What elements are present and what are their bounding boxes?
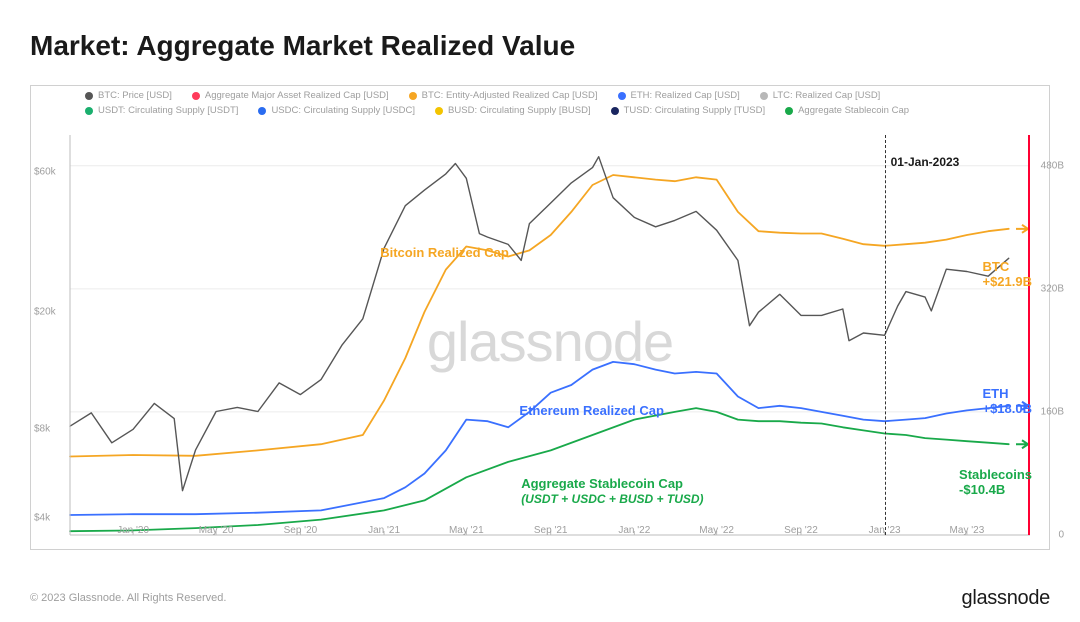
callout: BTC+$21.9B [982, 260, 1032, 290]
legend-item: USDC: Circulating Supply [USDC] [258, 105, 415, 116]
chart-title: Market: Aggregate Market Realized Value [30, 30, 575, 62]
vline-label: 01-Jan-2023 [891, 155, 960, 169]
callout: Stablecoins-$10.4B [959, 468, 1032, 498]
plot-area: glassnode Jan '20May '20Sep '20Jan '21Ma… [70, 135, 1030, 535]
legend-dot [192, 92, 200, 100]
y-right-tick: 0 [1058, 530, 1064, 541]
legend-dot [618, 92, 626, 100]
legend-item: BTC: Price [USD] [85, 90, 172, 101]
x-tick: May '21 [449, 525, 484, 536]
y-right-tick: 480B [1041, 160, 1064, 171]
y-left-tick: $20k [34, 307, 56, 318]
legend-item: USDT: Circulating Supply [USDT] [85, 105, 238, 116]
legend-dot [85, 107, 93, 115]
legend-label: BUSD: Circulating Supply [BUSD] [448, 105, 591, 116]
legend-label: Aggregate Stablecoin Cap [798, 105, 909, 116]
legend-label: ETH: Realized Cap [USD] [631, 90, 740, 101]
legend-item: TUSD: Circulating Supply [TUSD] [611, 105, 765, 116]
legend-dot [85, 92, 93, 100]
x-tick: Jan '20 [117, 525, 149, 536]
x-tick: Jan '21 [368, 525, 400, 536]
y-left-tick: $8k [34, 424, 50, 435]
legend-dot [760, 92, 768, 100]
legend-label: USDT: Circulating Supply [USDT] [98, 105, 238, 116]
reference-line [885, 135, 886, 535]
x-tick: Sep '22 [784, 525, 818, 536]
y-left-tick: $4k [34, 512, 50, 523]
legend-dot [258, 107, 266, 115]
chart-annotation: Aggregate Stablecoin Cap(USDT + USDC + B… [521, 476, 703, 506]
legend-label: BTC: Entity-Adjusted Realized Cap [USD] [422, 90, 598, 101]
legend-dot [785, 107, 793, 115]
legend-item: ETH: Realized Cap [USD] [618, 90, 740, 101]
legend-dot [435, 107, 443, 115]
legend-item: Aggregate Stablecoin Cap [785, 105, 909, 116]
x-tick: May '20 [199, 525, 234, 536]
x-tick: May '22 [699, 525, 734, 536]
x-tick: Sep '21 [534, 525, 568, 536]
x-tick: May '23 [950, 525, 985, 536]
legend-label: BTC: Price [USD] [98, 90, 172, 101]
callout: ETH+$18.0B [982, 387, 1032, 417]
legend-item: BTC: Entity-Adjusted Realized Cap [USD] [409, 90, 598, 101]
chart-annotation: Bitcoin Realized Cap [380, 245, 509, 260]
legend-label: TUSD: Circulating Supply [TUSD] [624, 105, 765, 116]
footer-copyright: © 2023 Glassnode. All Rights Reserved. [30, 592, 226, 604]
legend-item: LTC: Realized Cap [USD] [760, 90, 881, 101]
x-tick: Jan '22 [618, 525, 650, 536]
y-left-tick: $60k [34, 166, 56, 177]
legend-label: LTC: Realized Cap [USD] [773, 90, 881, 101]
y-right-tick: 320B [1041, 283, 1064, 294]
y-right-tick: 160B [1041, 406, 1064, 417]
legend-dot [409, 92, 417, 100]
legend-label: USDC: Circulating Supply [USDC] [271, 105, 415, 116]
legend-item: Aggregate Major Asset Realized Cap [USD] [192, 90, 389, 101]
legend: BTC: Price [USD] Aggregate Major Asset Re… [85, 90, 1020, 116]
brand-logo: glassnode [962, 587, 1050, 610]
legend-item: BUSD: Circulating Supply [BUSD] [435, 105, 591, 116]
x-tick: Sep '20 [284, 525, 318, 536]
legend-dot [611, 107, 619, 115]
chart-annotation: Ethereum Realized Cap [519, 403, 664, 418]
legend-label: Aggregate Major Asset Realized Cap [USD] [205, 90, 389, 101]
